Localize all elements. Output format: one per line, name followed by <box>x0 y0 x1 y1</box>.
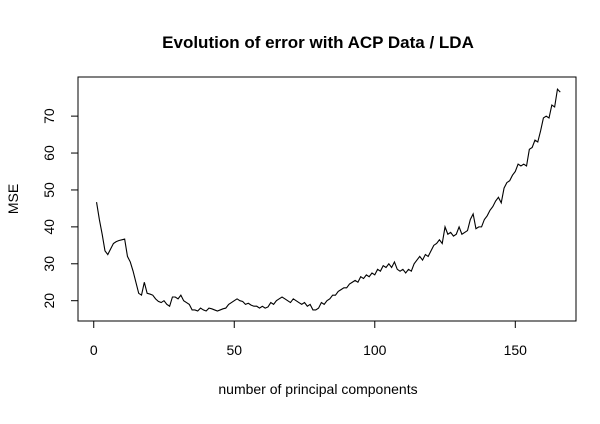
y-tick-label: 20 <box>41 293 57 309</box>
chart-title: Evolution of error with ACP Data / LDA <box>162 33 474 52</box>
x-tick-label: 100 <box>363 342 387 358</box>
line-series <box>96 87 561 312</box>
x-axis-label: number of principal components <box>218 381 417 397</box>
y-tick-label: 70 <box>41 108 57 124</box>
y-tick-label: 60 <box>41 145 57 161</box>
x-tick-label: 50 <box>226 342 242 358</box>
y-tick-label: 50 <box>41 182 57 198</box>
plot-frame <box>77 76 577 322</box>
x-tick-label: 0 <box>90 342 98 358</box>
y-axis-label: MSE <box>5 184 21 214</box>
y-tick-label: 40 <box>41 219 57 235</box>
x-tick-label: 150 <box>504 342 528 358</box>
y-tick-label: 30 <box>41 256 57 272</box>
